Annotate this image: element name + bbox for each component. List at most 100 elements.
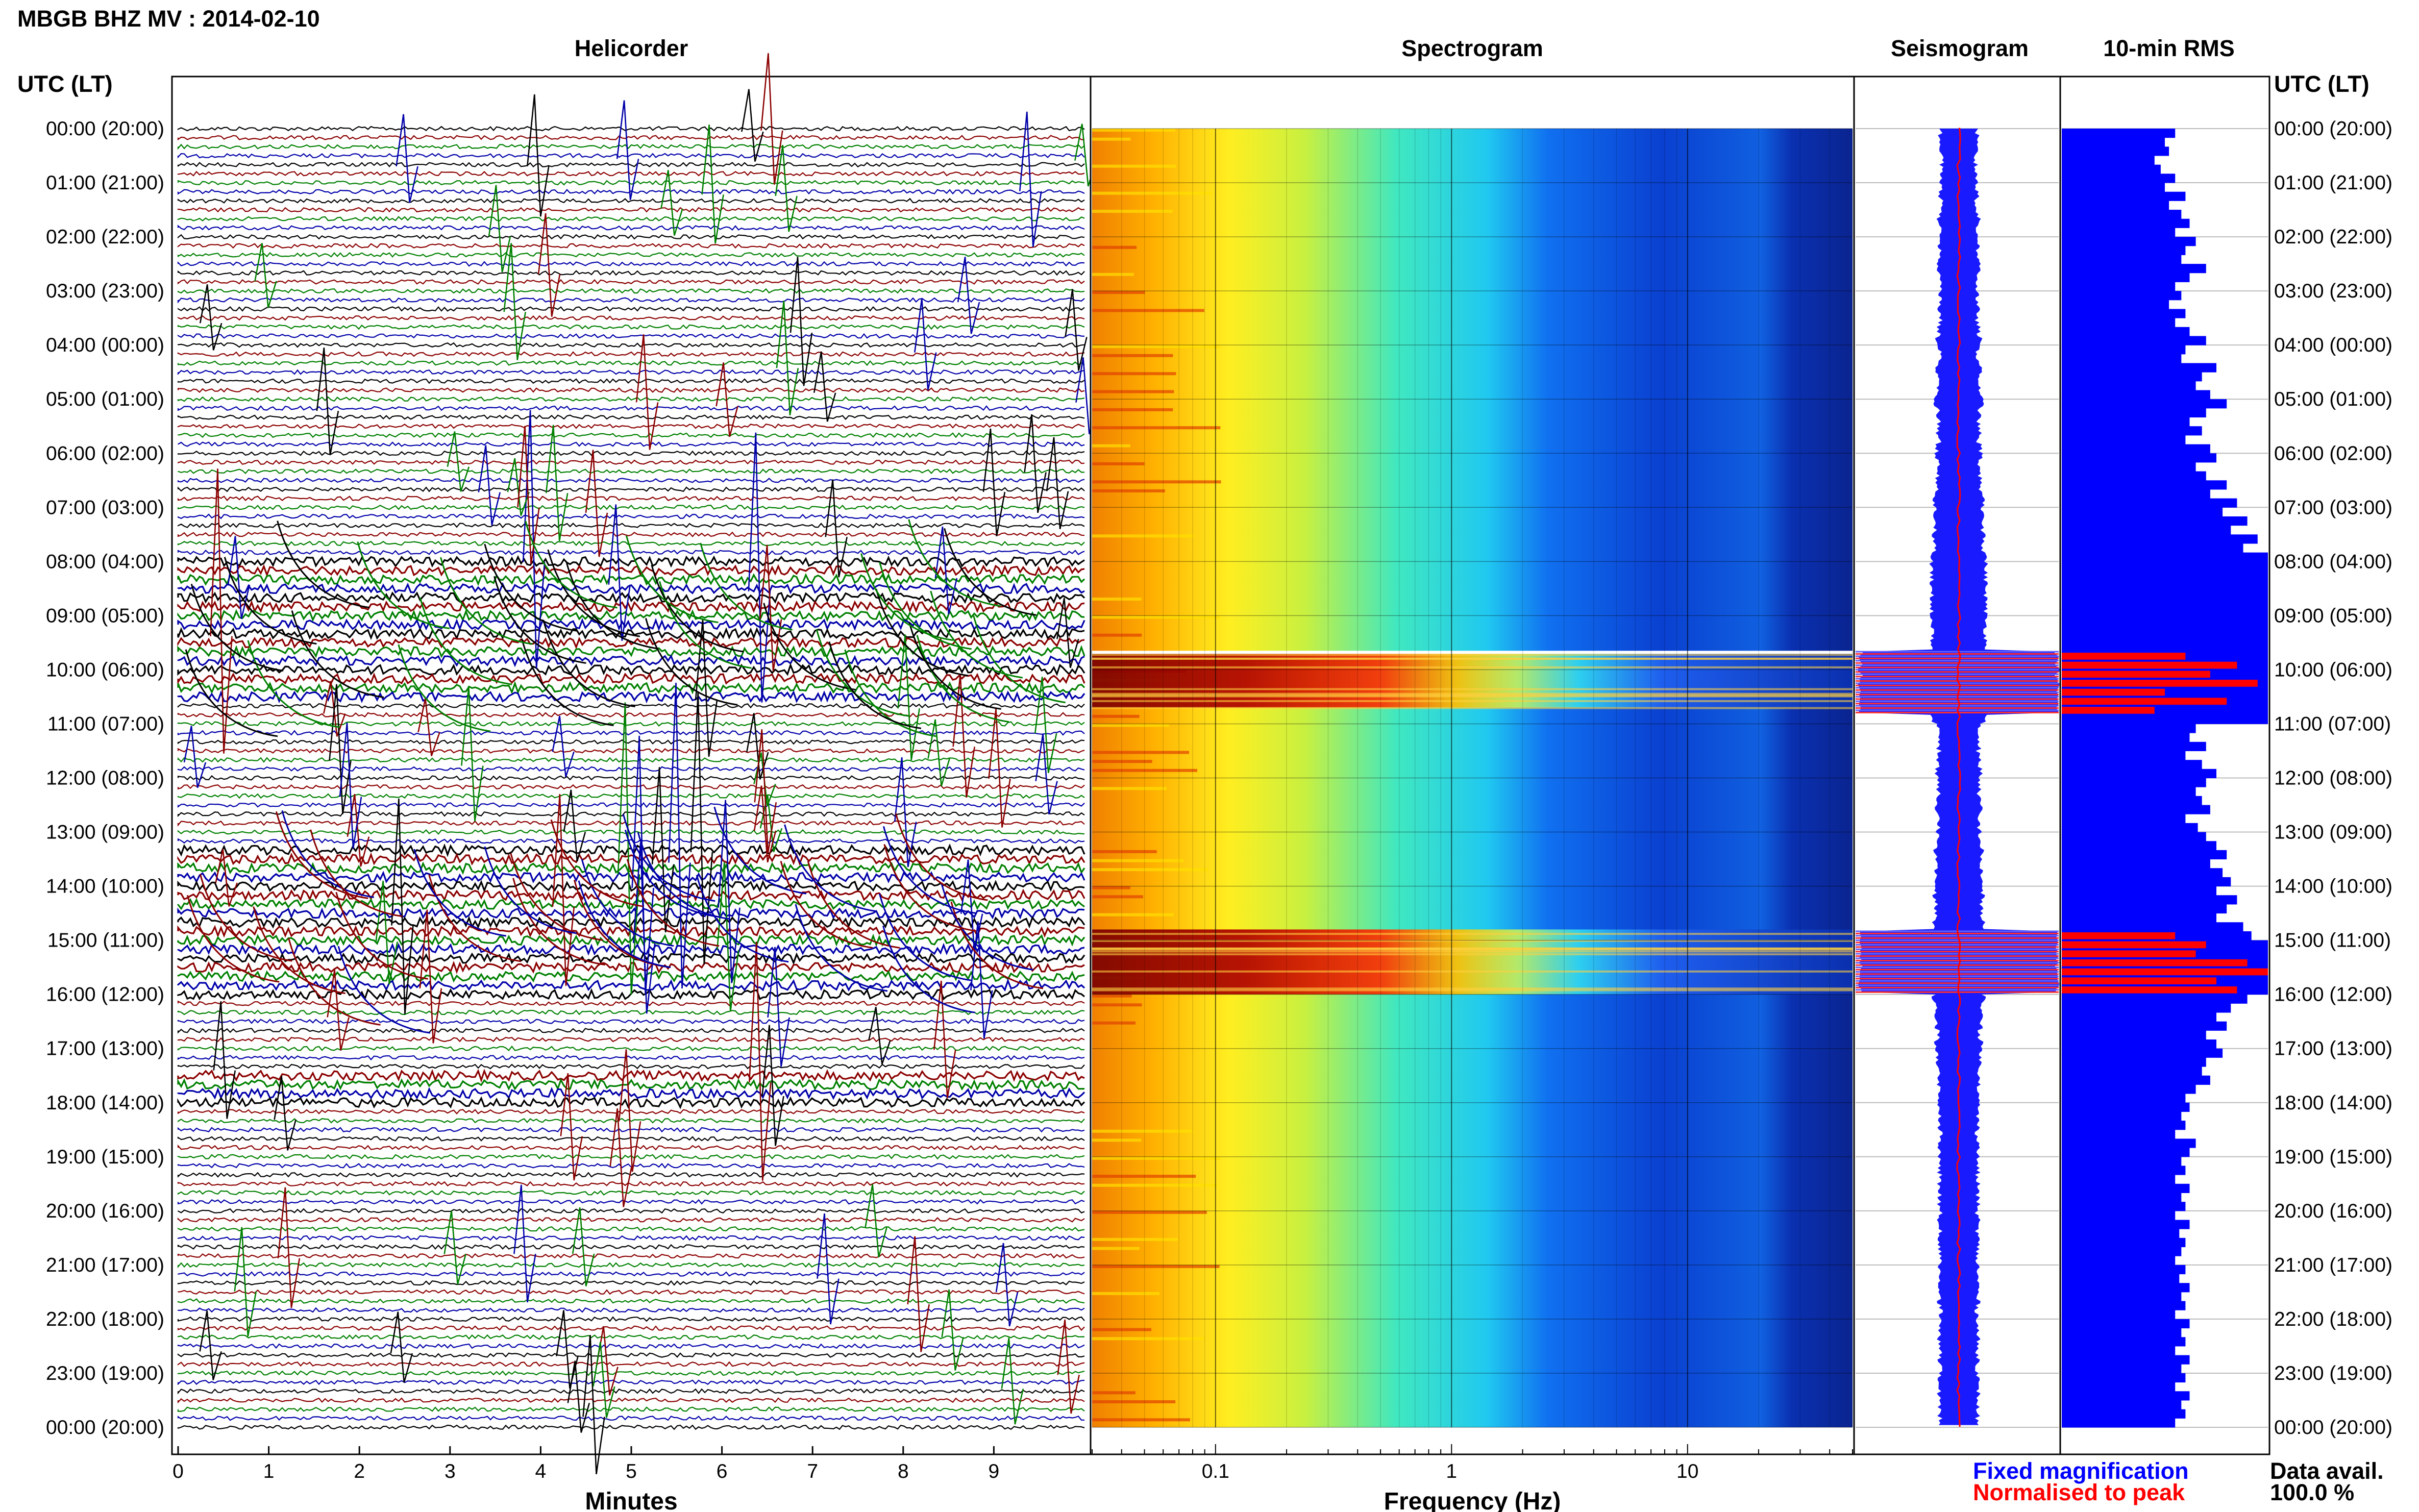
helicorder-decay-curve (622, 814, 715, 902)
rms-bar-fixed (2062, 282, 2176, 291)
helicorder-event-spike (593, 1342, 615, 1418)
rms-bar-fixed (2062, 859, 2210, 869)
rms-bar-fixed (2062, 164, 2161, 174)
rms-bar-fixed (2062, 571, 2268, 580)
time-labels-right: 00:00 (20:00) 01:00 (21:00) 02:00 (22:00) 0… (2274, 118, 2392, 1439)
helicorder-trace (177, 1379, 1085, 1385)
helicorder-trace (177, 1135, 1085, 1142)
rms-title: 10-min RMS (2103, 35, 2235, 61)
time-label: 11:00 (07:00) (2274, 713, 2391, 735)
helicorder-event-spike (957, 257, 980, 334)
rms-bar-fixed (2062, 1021, 2227, 1031)
helicorder-trace (177, 279, 1085, 285)
rms-bar-fixed (2062, 841, 2216, 851)
helicorder-event-spike (668, 682, 691, 989)
helicorder-trace (177, 690, 1085, 704)
helicorder-trace (177, 1244, 1085, 1250)
helicorder-trace (177, 288, 1085, 294)
rms-bar-fixed (2062, 751, 2186, 760)
helicorder-event-spike (556, 1310, 579, 1389)
rms-bar-fixed (2062, 1382, 2176, 1392)
helicorder-trace (177, 162, 1085, 168)
helicorder-event-spike (914, 298, 937, 390)
helicorder-event-spike (933, 980, 956, 1099)
helicorder-decay-curve (525, 520, 618, 609)
spectrogram-row-stripe (1092, 1210, 1207, 1214)
helicorder-title: Helicorder (575, 35, 688, 61)
rms-bar-fixed (2062, 895, 2237, 905)
spectrogram-row-stripe (1092, 769, 1197, 772)
helicorder-decay-curve (512, 878, 605, 966)
spectrogram-intense-band (1092, 929, 1853, 995)
helicorder-trace (177, 748, 1085, 754)
rms-bar-fixed (2062, 832, 2206, 841)
helicorder-decay-curve (281, 810, 375, 898)
rms-bar-fixed (2062, 904, 2227, 914)
helicorder-trace (177, 1271, 1085, 1277)
helicorder-event-spike (572, 1207, 595, 1286)
helicorder-trace (177, 672, 1085, 685)
rms-bar-fixed (2062, 309, 2186, 318)
rms-bar-fixed (2062, 615, 2268, 625)
rms-bar-normalised (2062, 986, 2237, 994)
helicorder-trace (177, 820, 1085, 827)
rms-bar-fixed (2062, 642, 2268, 652)
helicorder-trace (177, 495, 1085, 502)
helicorder-trace (177, 378, 1085, 384)
rms-bar-fixed (2062, 237, 2196, 246)
spectrogram-row-stripe (1092, 309, 1204, 312)
rms-bar-fixed (2062, 336, 2206, 345)
time-label: 12:00 (08:00) (2274, 767, 2392, 789)
helicorder-decay-curve (879, 562, 972, 650)
rms-bar-fixed (2062, 823, 2198, 833)
helicorder-trace (177, 636, 1085, 650)
helicorder-decay-curve (493, 576, 586, 664)
minutes-tick-label: 5 (626, 1460, 637, 1482)
rms-bar-fixed (2062, 598, 2268, 607)
spectrogram-gap-line (1092, 651, 1853, 654)
frequency-tick-label: 0.1 (1202, 1460, 1229, 1482)
helicorder-trace (177, 1144, 1085, 1151)
spectrogram-row-stripe (1092, 787, 1167, 790)
time-label: 07:00 (03:00) (46, 497, 164, 518)
rms-bar-fixed (2062, 191, 2186, 201)
rms-bar-normalised (2062, 977, 2216, 984)
rms-bar-fixed (2062, 1346, 2176, 1356)
time-label: 23:00 (19:00) (2274, 1362, 2392, 1384)
helicorder-trace (177, 978, 1085, 992)
time-label: 16:00 (12:00) (46, 984, 164, 1006)
spectrogram-intense-band (1092, 653, 1853, 708)
helicorder-trace (177, 793, 1085, 799)
helicorder-trace (177, 550, 1085, 556)
helicorder-trace (177, 1069, 1085, 1083)
time-label: 16:00 (12:00) (2274, 984, 2392, 1006)
rms-bar-fixed (2062, 408, 2206, 418)
helicorder-trace (177, 486, 1085, 492)
time-label: 05:00 (01:00) (46, 388, 164, 410)
helicorder-trace (177, 1298, 1085, 1304)
helicorder-event-spike (868, 1007, 891, 1064)
rms-bar-fixed (2062, 507, 2223, 517)
helicorder-decay-curve (581, 859, 674, 947)
helicorder-event-spike (960, 859, 983, 952)
time-label: 20:00 (16:00) (2274, 1200, 2392, 1222)
spectrogram-row-stripe (1092, 994, 1132, 998)
spectrogram-row-stripe (1092, 1003, 1142, 1007)
helicorder-decay-curve (288, 937, 381, 1026)
rms-bar-fixed (2062, 173, 2176, 183)
rms-bar-fixed (2062, 426, 2202, 436)
helicorder-trace (177, 775, 1085, 781)
helicorder-trace (177, 1370, 1085, 1376)
helicorder-event-spike (1056, 598, 1079, 668)
time-label: 12:00 (08:00) (46, 767, 164, 789)
rms-bar-normalised (2062, 932, 2176, 939)
helicorder-decay-curve (763, 603, 856, 691)
time-label: 21:00 (17:00) (2274, 1254, 2392, 1276)
helicorder-trace (177, 405, 1084, 411)
helicorder-trace (177, 234, 1085, 240)
spectrogram-band-line (1092, 987, 1853, 990)
minutes-tick-label: 1 (263, 1460, 275, 1482)
spectrogram-row-stripe (1092, 426, 1221, 430)
spectrogram-row-stripe (1092, 760, 1152, 763)
helicorder-trace (177, 1036, 1085, 1043)
